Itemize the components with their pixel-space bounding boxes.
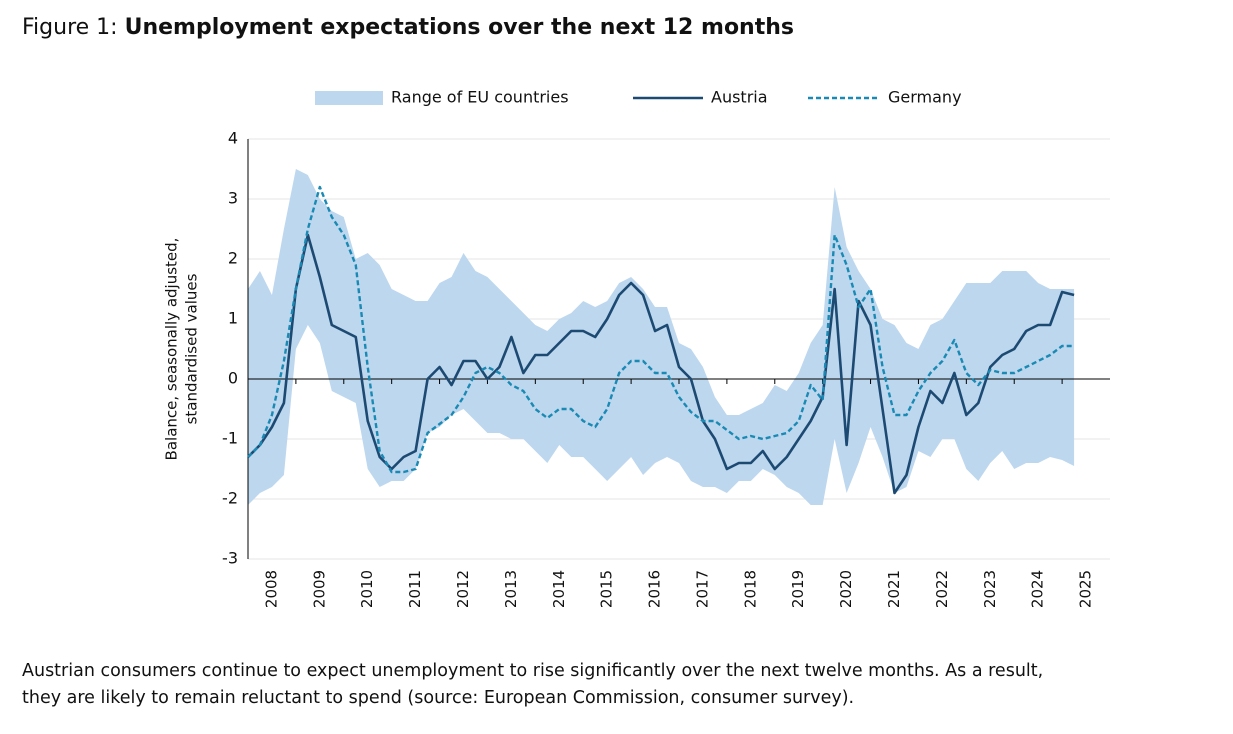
y-axis-label: standardised values <box>183 273 201 424</box>
chart-title: Figure 1: Unemployment expectations over… <box>22 15 794 40</box>
x-tick-label: 2016 <box>646 570 664 608</box>
y-tick-label: 1 <box>228 309 238 328</box>
title-main: Unemployment expectations over the next … <box>125 15 794 40</box>
y-tick-label: 3 <box>228 189 238 208</box>
x-tick-label: 2015 <box>598 570 616 608</box>
x-tick-label: 2022 <box>933 570 951 608</box>
y-tick-label: 4 <box>228 129 238 148</box>
title-prefix: Figure 1: <box>22 15 125 40</box>
y-tick-label: 0 <box>228 369 238 388</box>
line-germany <box>247 185 1075 474</box>
y-tick-label: -2 <box>222 489 238 508</box>
caption-line: they are likely to remain reluctant to s… <box>22 688 854 708</box>
y-tick-label: -1 <box>222 429 238 448</box>
x-tick-label: 2021 <box>885 570 903 608</box>
legend-label: Austria <box>711 88 768 107</box>
x-tick-label: 2019 <box>789 570 807 608</box>
y-tick-label: -3 <box>222 549 238 568</box>
x-tick-label: 2020 <box>837 570 855 608</box>
x-tick-label: 2010 <box>358 570 376 608</box>
caption-line: Austrian consumers continue to expect un… <box>22 661 1043 681</box>
x-tick-label: 2009 <box>310 570 328 608</box>
x-tick-label: 2024 <box>1029 570 1047 608</box>
x-tick-label: 2012 <box>454 570 472 608</box>
range-band <box>248 169 1075 505</box>
x-tick-label: 2008 <box>262 570 280 608</box>
legend-label: Germany <box>888 88 962 107</box>
x-tick-label: 2025 <box>1077 570 1095 608</box>
x-tick-label: 2011 <box>406 570 424 608</box>
legend-label: Range of EU countries <box>391 88 569 107</box>
x-tick-label: 2014 <box>550 570 568 608</box>
x-tick-label: 2013 <box>502 570 520 608</box>
x-tick-label: 2023 <box>981 570 999 608</box>
x-tick-label: 2017 <box>693 570 711 608</box>
y-axis-label: Balance, seasonally adjusted, <box>163 238 181 461</box>
legend-swatch <box>315 91 383 105</box>
y-tick-label: 2 <box>228 249 238 268</box>
x-tick-label: 2018 <box>741 570 759 608</box>
